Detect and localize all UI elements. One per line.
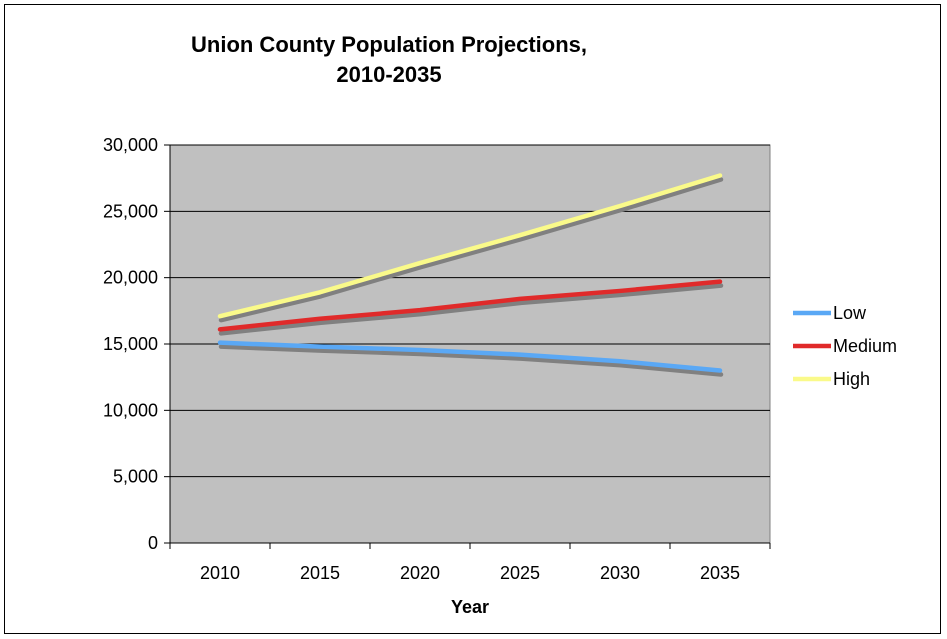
axes bbox=[164, 144, 771, 549]
chart-title-line-2: 2010-2035 bbox=[336, 62, 441, 87]
series-lines bbox=[217, 173, 724, 377]
y-tick-labels: 0 5,000 10,000 15,000 20,000 25,000 30,000 bbox=[103, 135, 158, 553]
y-tick-label: 10,000 bbox=[103, 400, 158, 420]
series-line-high bbox=[217, 173, 723, 319]
x-tick-labels: 2010 2015 2020 2025 2030 2035 bbox=[200, 563, 740, 583]
legend-label-high: High bbox=[833, 369, 870, 389]
legend: Low Medium High bbox=[793, 303, 897, 389]
legend-label-low: Low bbox=[833, 303, 867, 323]
series-shadow-low bbox=[218, 344, 724, 377]
series-line-low bbox=[217, 340, 723, 373]
y-tick-label: 15,000 bbox=[103, 334, 158, 354]
series-shadow-medium bbox=[218, 283, 724, 336]
x-tick-label: 2020 bbox=[400, 563, 440, 583]
y-tick-label: 0 bbox=[148, 533, 158, 553]
x-tick-label: 2015 bbox=[300, 563, 340, 583]
x-tick-label: 2025 bbox=[500, 563, 540, 583]
x-tick-label: 2030 bbox=[600, 563, 640, 583]
x-axis-title: Year bbox=[451, 597, 489, 617]
chart-title-line-1: Union County Population Projections, bbox=[191, 32, 587, 57]
legend-label-medium: Medium bbox=[833, 336, 897, 356]
x-tick-label: 2035 bbox=[700, 563, 740, 583]
y-tick-label: 25,000 bbox=[103, 201, 158, 221]
chart-svg: Union County Population Projections, 201… bbox=[103, 32, 897, 617]
series-line-medium bbox=[217, 279, 723, 332]
y-tick-label: 5,000 bbox=[113, 467, 158, 487]
y-tick-label: 30,000 bbox=[103, 135, 158, 155]
chart-frame: Union County Population Projections, 201… bbox=[4, 4, 941, 634]
y-tick-label: 20,000 bbox=[103, 268, 158, 288]
x-tick-label: 2010 bbox=[200, 563, 240, 583]
series-shadow-high bbox=[218, 177, 724, 323]
